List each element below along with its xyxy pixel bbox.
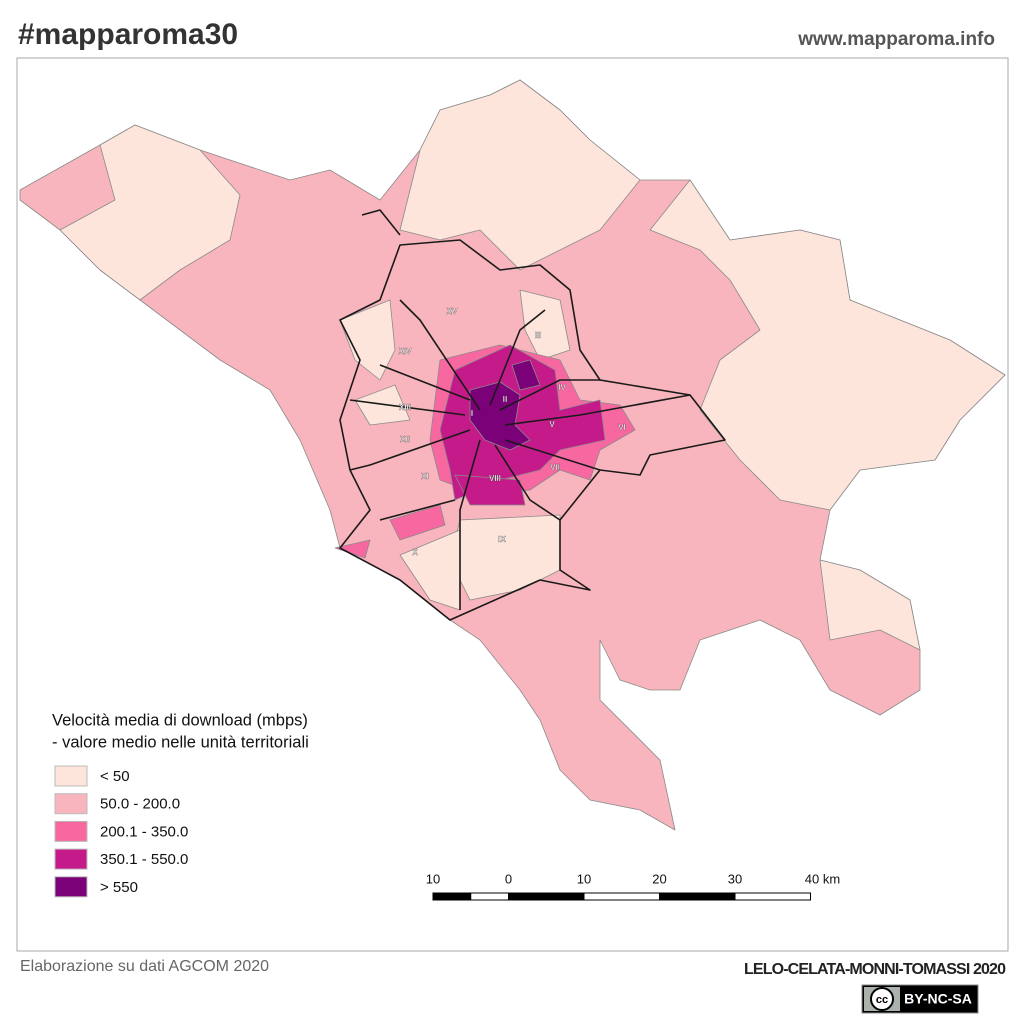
map: XV III XIV IV XIII II I VI V XII VII XI … xyxy=(19,79,1006,831)
scale-label: 40 km xyxy=(805,871,840,886)
legend-swatch xyxy=(54,876,88,898)
region xyxy=(399,79,641,271)
municipio-boundary xyxy=(494,444,561,521)
legend-swatch xyxy=(54,765,88,787)
municipio-boundary xyxy=(489,309,546,406)
municipio-label: XII xyxy=(400,435,410,444)
legend-title: Velocità media di download (mbps) xyxy=(52,711,308,729)
scale-bar: 10 0 10 20 30 40 km xyxy=(426,871,840,901)
municipio-boundary xyxy=(399,299,481,411)
scale-label: 10 xyxy=(577,871,591,886)
legend-label: < 50 xyxy=(100,768,130,785)
legend-title: - valore medio nelle unità territoriali xyxy=(52,733,309,751)
license-badge: cc BY-NC-SA xyxy=(861,984,979,1014)
municipio-boundary xyxy=(504,439,601,471)
municipio-label: XV xyxy=(447,307,458,316)
region xyxy=(469,381,531,451)
municipio-boundary xyxy=(349,429,471,471)
municipio-label: II xyxy=(503,395,507,404)
municipio-boundary xyxy=(349,399,466,416)
municipio-label: XI xyxy=(421,472,429,481)
legend-swatch xyxy=(54,820,88,842)
legend: Velocità media di download (mbps) - valo… xyxy=(52,711,309,898)
region xyxy=(339,299,396,381)
region xyxy=(511,359,541,391)
license-icon xyxy=(870,987,894,1011)
scale-segment xyxy=(508,892,585,901)
municipio-boundary xyxy=(379,364,471,401)
site-url[interactable]: www.mapparoma.info xyxy=(797,29,995,50)
scale-segment xyxy=(659,892,736,901)
municipio-boundary xyxy=(379,499,456,521)
scale-segment xyxy=(432,892,472,901)
scale-label: 10 xyxy=(426,871,440,886)
municipio-label: IX xyxy=(498,535,506,544)
municipio-label: III xyxy=(535,331,542,340)
license-cc: cc xyxy=(876,994,888,1006)
region xyxy=(519,289,571,361)
data-source: Elaborazione su dati AGCOM 2020 xyxy=(20,958,269,975)
municipio-boundary xyxy=(459,439,481,610)
legend-swatch xyxy=(54,848,88,870)
scale-label: 0 xyxy=(505,871,512,886)
municipio-label: V xyxy=(549,420,555,429)
region xyxy=(649,179,1006,511)
municipio-boundary xyxy=(339,239,726,621)
municipio-boundary xyxy=(504,394,691,426)
legend-label: > 550 xyxy=(100,879,138,896)
municipio-label: VIII xyxy=(489,474,501,483)
legend-label: 50.0 - 200.0 xyxy=(100,796,180,813)
scale-segment xyxy=(734,892,811,901)
scale-label: 30 xyxy=(728,871,742,886)
scale-segment xyxy=(583,892,660,901)
legend-label: 350.1 - 550.0 xyxy=(100,851,188,868)
region xyxy=(389,504,446,541)
map-frame xyxy=(16,57,1009,952)
region xyxy=(59,124,241,301)
legend-label: 200.1 - 350.0 xyxy=(100,823,188,840)
municipio-label: VII xyxy=(550,463,560,472)
municipio-label: I xyxy=(471,409,473,418)
scale-segment xyxy=(470,892,509,901)
municipio-boundary xyxy=(361,209,401,236)
municipio-label: XIV xyxy=(399,347,413,356)
scale-label: 20 xyxy=(652,871,666,886)
legend-swatch xyxy=(54,793,88,815)
municipio-label: X xyxy=(412,548,418,557)
authors: LELO-CELATA-MONNI-TOMASSI 2020 xyxy=(744,961,1006,978)
municipio-label: VI xyxy=(618,423,626,432)
license-text: BY-NC-SA xyxy=(904,991,972,1007)
region xyxy=(819,559,921,651)
municipio-label: XIII xyxy=(399,403,411,412)
municipio-boundary xyxy=(499,379,600,411)
municipio-label: IV xyxy=(558,383,566,392)
page-title: #mapparoma30 xyxy=(18,18,238,51)
